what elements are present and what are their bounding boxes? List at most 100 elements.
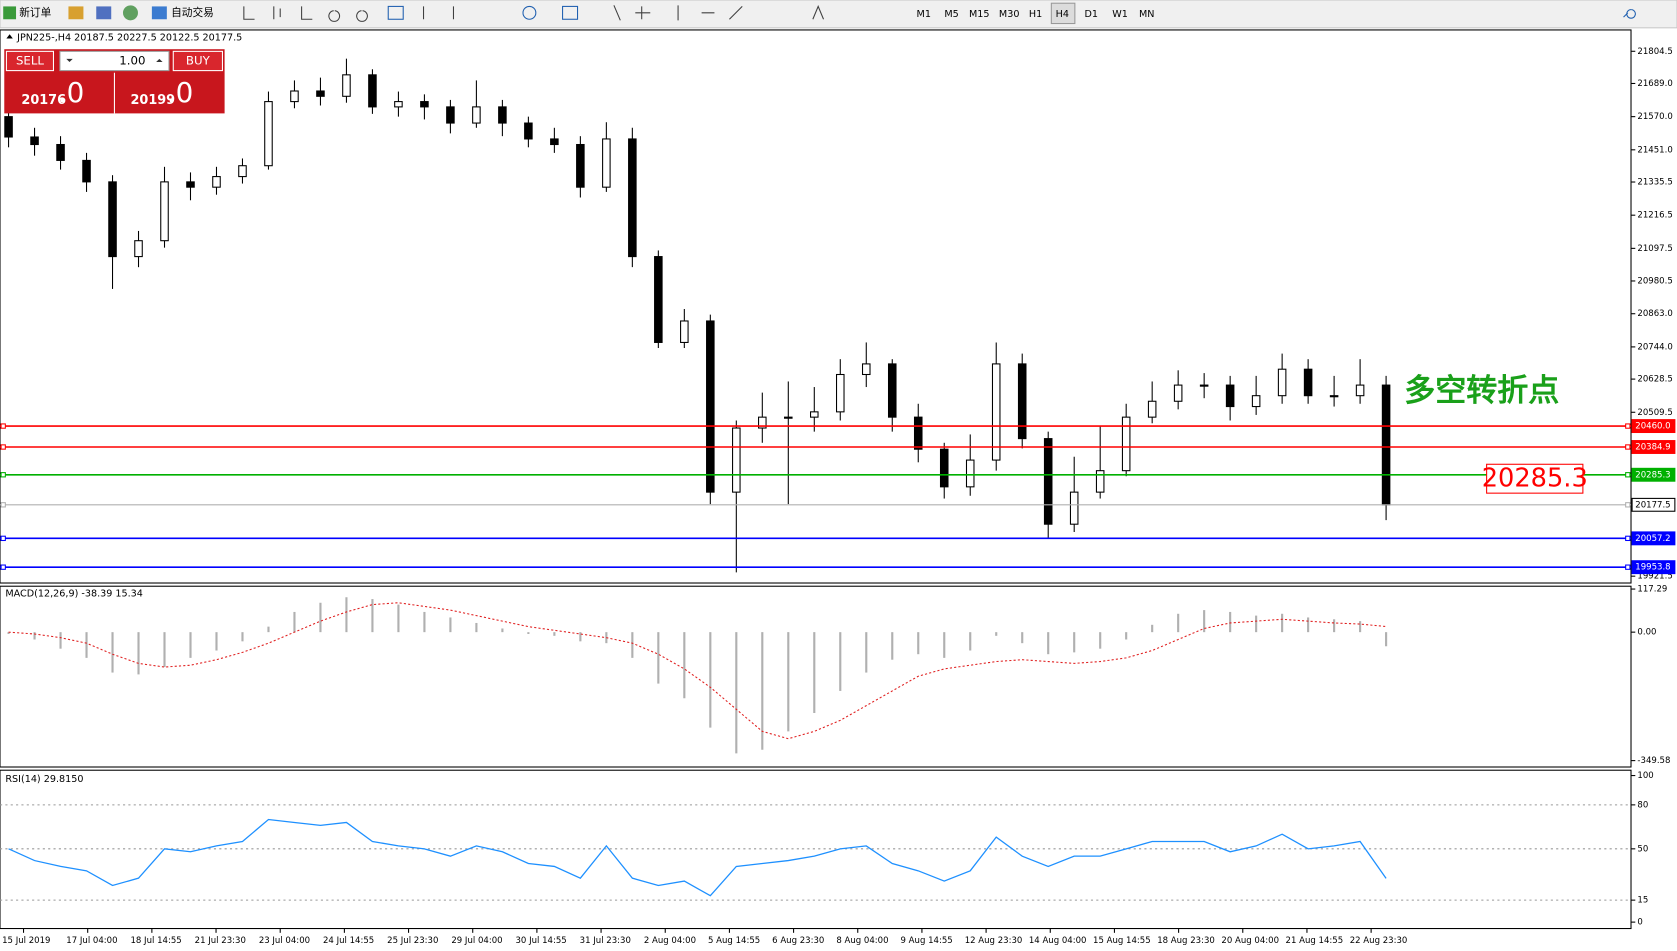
y-tick-label: 20980.5 [1637, 276, 1672, 286]
candle-body [420, 101, 429, 108]
candle-body [654, 256, 663, 343]
volume-input[interactable] [59, 50, 170, 72]
candle-body [160, 181, 169, 242]
y-tick-label: 19921.5 [1637, 572, 1672, 582]
level-tag [1631, 531, 1676, 546]
candle-body [212, 176, 221, 188]
candle-body [264, 101, 273, 167]
level-label: 19953.8 [1635, 563, 1670, 573]
x-tick-label: 17 Jul 04:00 [66, 936, 117, 946]
icon[interactable] [562, 5, 579, 20]
candle-body [108, 181, 117, 258]
rsi-title: RSI(14) 29.8150 [5, 774, 83, 785]
candle-body [939, 448, 949, 488]
sell-button[interactable] [5, 50, 55, 72]
bid-fraction[interactable]: .0 [58, 76, 85, 109]
active-timeframe [1050, 2, 1076, 25]
chart-header: JPN225-,H4 20187.5 20227.5 20122.5 20177… [16, 32, 242, 43]
candle-body [134, 240, 143, 258]
x-tick-label: 18 Jul 14:55 [130, 936, 181, 946]
level-tag [1631, 467, 1676, 482]
candle-body [810, 411, 819, 418]
candle-body [342, 74, 351, 97]
y-tick-label: 20628.5 [1637, 375, 1672, 385]
candle-body [550, 138, 559, 146]
bid-price[interactable]: 20176 [21, 93, 66, 108]
ask-price[interactable]: 20199 [130, 93, 175, 108]
timeframe-button[interactable]: H1 [1029, 9, 1042, 20]
candle-body [56, 143, 65, 161]
candle-body [1199, 384, 1209, 387]
x-tick-label: 12 Aug 23:30 [965, 936, 1023, 946]
timeframe-button[interactable]: H4 [1056, 9, 1069, 20]
icon[interactable] [68, 6, 84, 20]
icon[interactable] [387, 5, 404, 20]
annotation-box [1486, 463, 1584, 494]
timeframe-button[interactable]: D1 [1084, 9, 1098, 20]
toolbar: 新订单 自动交易 [0, 0, 1677, 29]
y-tick-label: 21689.0 [1637, 79, 1672, 89]
level-label: 20460.0 [1635, 422, 1670, 432]
icon[interactable] [522, 5, 537, 20]
candle-body [1355, 384, 1365, 397]
level-label: 20285.3 [1635, 470, 1670, 480]
level-label: 20057.2 [1635, 534, 1670, 544]
level-handle [0, 444, 6, 450]
timeframe-button[interactable]: M5 [944, 9, 958, 20]
x-tick-label: 25 Jul 23:30 [387, 936, 438, 946]
annotation-price: 20285.3 [1482, 464, 1588, 494]
candle-body [758, 416, 767, 429]
auto-trading-button[interactable]: 自动交易 [171, 6, 214, 19]
new-order-button[interactable]: 新订单 [19, 6, 51, 19]
candle-body [30, 136, 39, 146]
candle-body [1251, 395, 1261, 408]
x-tick-label: 14 Aug 04:00 [1029, 936, 1087, 946]
x-tick-label: 18 Aug 23:30 [1157, 936, 1215, 946]
level-tag [1631, 419, 1676, 434]
y-tick-label: 21451.0 [1637, 145, 1672, 155]
level-handle [0, 535, 6, 542]
candle-body [835, 373, 845, 413]
y-tick-label: 0 [1637, 918, 1642, 928]
y-tick-label: 20863.0 [1637, 309, 1672, 319]
search-icon[interactable] [1623, 9, 1636, 19]
x-tick-label: 5 Aug 14:55 [708, 936, 760, 946]
candle-body [498, 106, 507, 124]
timeframe-button[interactable]: W1 [1112, 9, 1128, 20]
y-tick-label: -349.58 [1637, 756, 1670, 766]
volume[interactable]: 1.00 [119, 53, 145, 67]
icon[interactable] [96, 6, 112, 20]
timeframe-button[interactable]: M15 [969, 9, 990, 20]
candle-body [1147, 400, 1157, 418]
timeframe-button[interactable]: M30 [999, 9, 1020, 20]
buy-label[interactable]: BUY [186, 53, 211, 67]
candle-body [1381, 384, 1391, 506]
icon[interactable] [122, 5, 138, 21]
annotation: 多空转折点 [1404, 373, 1559, 409]
x-tick-label: 15 Jul 2019 [2, 936, 50, 946]
buy-button[interactable] [172, 50, 223, 72]
x-tick-label: 21 Jul 23:30 [195, 936, 246, 946]
level-handle [1625, 444, 1631, 450]
level-handle [0, 472, 6, 478]
candle-body [290, 90, 299, 103]
candle-body [1277, 368, 1287, 397]
x-tick-label: 30 Jul 14:55 [516, 936, 567, 946]
timeframe-button[interactable]: M1 [917, 9, 931, 20]
ask-fraction[interactable]: .0 [167, 76, 194, 109]
x-tick-label: 15 Aug 14:55 [1093, 936, 1151, 946]
x-tick-label: 6 Aug 23:30 [772, 936, 824, 946]
candle-body [1069, 491, 1079, 525]
tool-icons[interactable] [243, 5, 825, 22]
candle-body [965, 459, 975, 488]
candle-body [82, 159, 91, 183]
candle-body [1303, 368, 1313, 397]
sell-label[interactable]: SELL [16, 53, 44, 67]
timeframe-button[interactable]: MN [1139, 9, 1154, 20]
candle-body [680, 320, 689, 343]
icon[interactable] [151, 6, 167, 20]
level-handle [1625, 423, 1631, 429]
x-tick-label: 2 Aug 04:00 [644, 936, 696, 946]
